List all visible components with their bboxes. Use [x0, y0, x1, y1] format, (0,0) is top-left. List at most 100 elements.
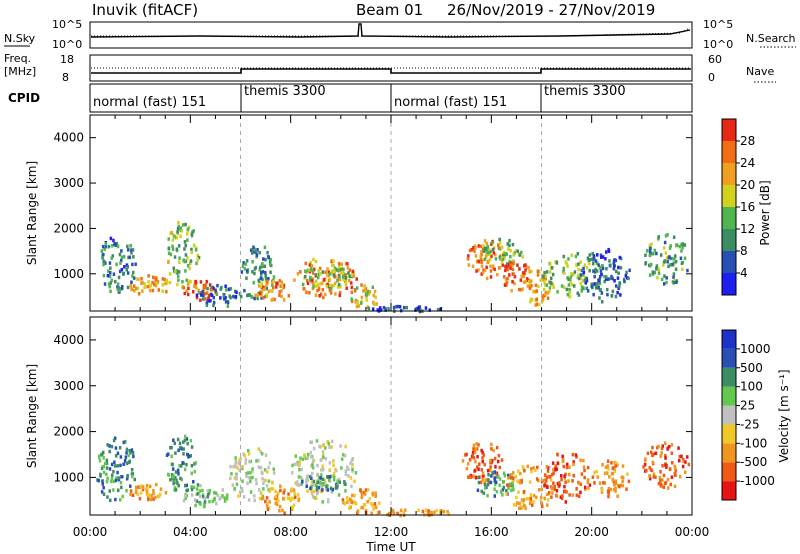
vel-range-gate-cell — [595, 469, 598, 474]
vel-range-gate-cell — [472, 474, 476, 479]
vel-range-gate-cell — [264, 453, 268, 457]
power-range-gate-cell — [510, 289, 513, 293]
power-range-gate-cell — [537, 284, 540, 289]
vel-range-gate-cell — [507, 473, 510, 478]
vel-range-gate-cell — [586, 480, 589, 485]
vel-range-gate-cell — [110, 462, 114, 467]
vel-range-gate-cell — [435, 509, 438, 513]
power-range-gate-cell — [135, 277, 139, 281]
power-range-gate-cell — [132, 255, 135, 259]
vel-range-gate-cell — [492, 448, 495, 453]
power-range-gate-cell — [338, 293, 341, 298]
vel-range-gate-cell — [174, 451, 177, 455]
vel-range-gate-cell — [230, 472, 233, 476]
vel-range-gate-cell — [305, 475, 309, 479]
vel-range-gate-cell — [268, 461, 272, 465]
power-range-gate-cell — [330, 286, 333, 291]
noise-tick-top-left: 10^5 — [52, 18, 82, 31]
vel-range-gate-cell — [548, 475, 552, 479]
power-range-gate-cell — [585, 276, 588, 281]
vel-range-gate-cell — [267, 465, 270, 470]
power-range-gate-cell — [468, 248, 472, 253]
vel-range-gate-cell — [323, 478, 326, 483]
vel-ytick-label: 4000 — [53, 333, 84, 347]
vel-range-gate-cell — [234, 456, 237, 460]
power-range-gate-cell — [666, 233, 669, 237]
vel-range-gate-cell — [306, 452, 310, 457]
power-range-gate-cell — [683, 243, 687, 247]
vel-range-gate-cell — [501, 488, 505, 492]
vel-range-gate-cell — [330, 439, 334, 444]
vel-range-gate-cell — [338, 480, 342, 484]
power-range-gate-cell — [494, 257, 498, 261]
power-range-gate-cell — [592, 269, 595, 273]
power-range-gate-cell — [210, 293, 214, 297]
vel-range-gate-cell — [613, 483, 616, 487]
power-range-gate-cell — [232, 294, 235, 299]
vel-range-gate-cell — [473, 450, 477, 455]
vel-range-gate-cell — [308, 475, 312, 479]
vel-range-gate-cell — [439, 509, 442, 513]
power-range-gate-cell — [260, 296, 263, 300]
velocity-colorbar-tick-label: -1000 — [740, 474, 775, 488]
power-range-gate-cell — [346, 266, 350, 270]
vel-range-gate-cell — [290, 505, 293, 510]
vel-range-gate-cell — [664, 456, 667, 460]
power-range-gate-cell — [346, 262, 349, 266]
power-range-gate-cell — [583, 278, 587, 282]
power-range-gate-cell — [428, 308, 431, 312]
vel-range-gate-cell — [328, 445, 331, 449]
vel-range-gate-cell — [318, 475, 321, 480]
power-range-gate-cell — [264, 274, 267, 278]
power-range-gate-cell — [491, 247, 495, 252]
power-range-gate-cell — [672, 281, 675, 285]
vel-range-gate-cell — [366, 488, 370, 492]
vel-range-gate-cell — [119, 480, 123, 485]
power-range-gate-cell — [102, 252, 105, 257]
vel-range-gate-cell — [618, 484, 621, 489]
vel-range-gate-cell — [98, 459, 102, 463]
vel-range-gate-cell — [430, 510, 433, 515]
vel-range-gate-cell — [349, 476, 353, 480]
power-colorbar-swatch — [722, 141, 736, 163]
power-range-gate-cell — [599, 269, 603, 273]
vel-range-gate-cell — [648, 474, 651, 478]
vel-range-gate-cell — [240, 486, 244, 491]
power-range-gate-cell — [488, 251, 492, 256]
vel-range-gate-cell — [324, 446, 327, 450]
vel-range-gate-cell — [537, 488, 541, 492]
vel-range-gate-cell — [327, 478, 331, 482]
vel-range-gate-cell — [535, 495, 538, 500]
vel-range-gate-cell — [101, 482, 104, 486]
power-range-gate-cell — [549, 262, 552, 266]
power-range-gate-cell — [120, 258, 123, 263]
power-range-gate-cell — [227, 287, 231, 292]
vel-range-gate-cell — [354, 471, 358, 475]
power-range-gate-cell — [482, 270, 485, 275]
power-range-gate-cell — [148, 288, 152, 293]
vel-range-gate-cell — [182, 447, 185, 451]
power-range-gate-cell — [672, 272, 676, 276]
vel-range-gate-cell — [391, 508, 394, 513]
power-range-gate-cell — [108, 261, 112, 265]
velocity-colorbar-label: Velocity [m s⁻¹] — [777, 369, 791, 462]
vel-range-gate-cell — [121, 494, 124, 499]
vel-range-gate-cell — [344, 444, 347, 449]
power-range-gate-cell — [257, 284, 261, 288]
vel-range-gate-cell — [567, 479, 570, 483]
power-range-gate-cell — [519, 278, 523, 282]
power-range-gate-cell — [334, 281, 337, 286]
vel-range-gate-cell — [614, 464, 617, 468]
power-range-gate-cell — [122, 254, 126, 259]
vel-range-gate-cell — [687, 462, 691, 467]
vel-range-gate-cell — [652, 475, 656, 479]
power-range-gate-cell — [502, 251, 505, 255]
power-range-gate-cell — [582, 286, 585, 291]
power-range-gate-cell — [183, 240, 187, 244]
power-range-gate-cell — [204, 283, 208, 287]
power-range-gate-cell — [681, 242, 685, 246]
power-range-gate-cell — [255, 251, 258, 255]
power-range-gate-cell — [182, 258, 185, 262]
vel-range-gate-cell — [116, 464, 119, 468]
nsky-trace — [90, 23, 691, 38]
